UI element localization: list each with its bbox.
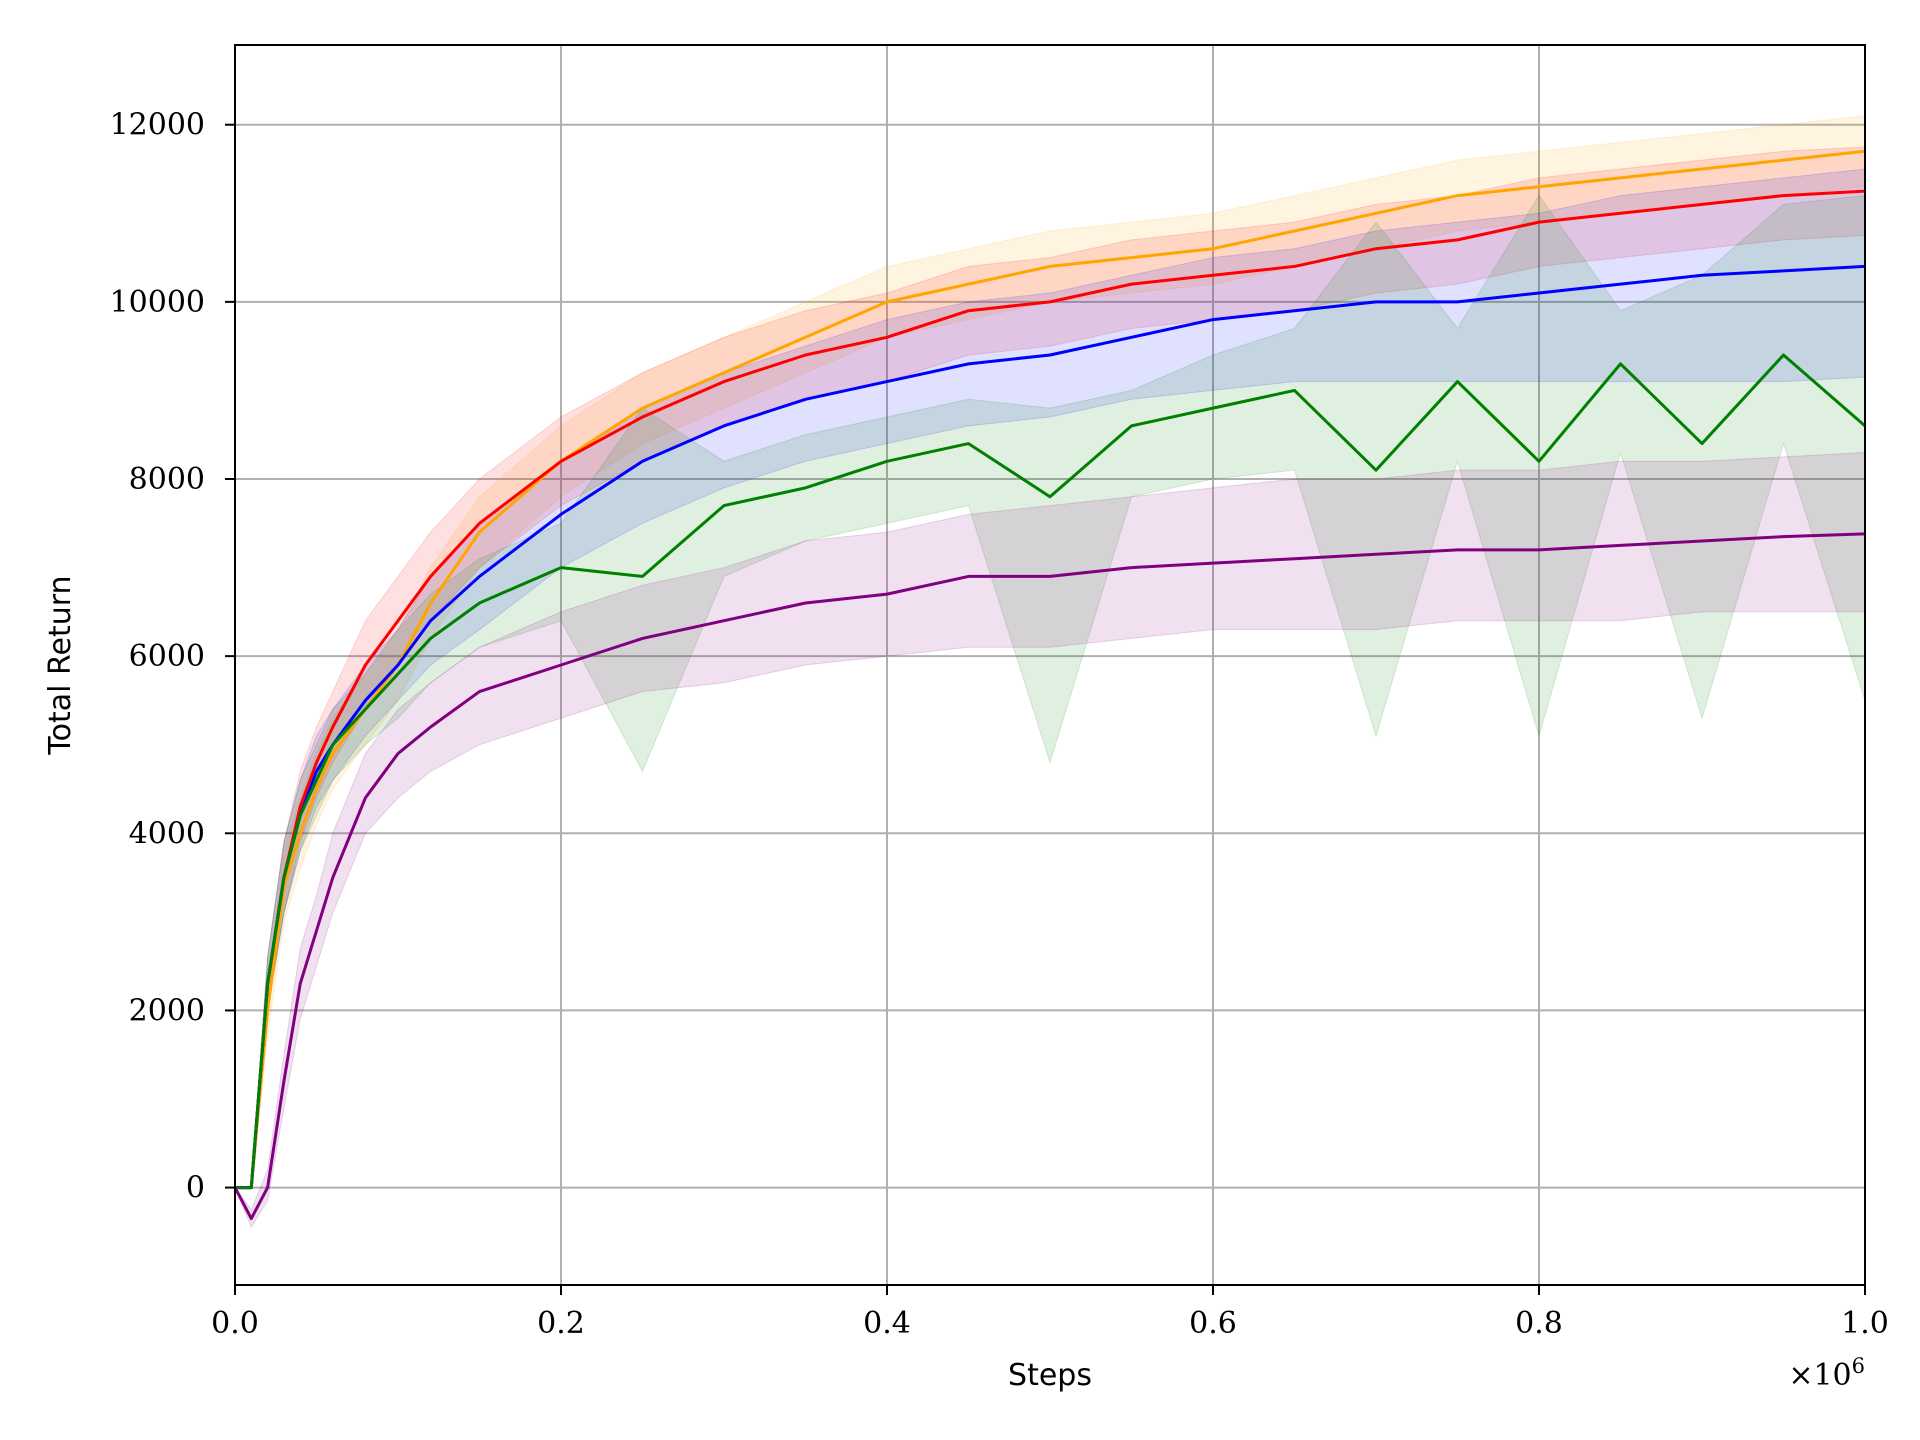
x-axis-multiplier: ×106: [1788, 1354, 1865, 1393]
x-multiplier-exponent: 6: [1852, 1354, 1865, 1378]
series-3-line: [235, 353, 1866, 1190]
y-tick-label: 0: [186, 1171, 205, 1206]
y-tick-label: 10000: [110, 285, 205, 320]
series-1-line: [235, 189, 1866, 1190]
x-multiplier-base: ×10: [1788, 1358, 1851, 1393]
series-2-line: [235, 264, 1866, 1190]
series-0-line: [235, 149, 1866, 1190]
y-tick-label: 6000: [129, 639, 205, 674]
x-tick-label: 0.4: [863, 1306, 911, 1341]
axis-ticks: 0.0 0.2 0.4 0.6 0.8 1.0 0 2000 4000 6000 8000 10000…: [110, 108, 1889, 1341]
x-tick-label: 0.6: [1189, 1306, 1237, 1341]
series-4-line: [233, 532, 1866, 1221]
x-tick-label: 0.8: [1515, 1306, 1563, 1341]
y-tick-label: 8000: [129, 462, 205, 497]
plot-frame: [234, 44, 1866, 1286]
x-tick-label: 0.2: [537, 1306, 585, 1341]
x-axis-label: Steps: [1008, 1358, 1092, 1393]
series-lines: [233, 149, 1866, 1221]
y-tick-label: 4000: [129, 816, 205, 851]
x-tick-label: 1.0: [1841, 1306, 1889, 1341]
x-tick-label: 0.0: [211, 1306, 259, 1341]
y-tick-label: 2000: [129, 993, 205, 1028]
y-axis-label: Total Return: [43, 575, 78, 755]
y-tick-label: 12000: [110, 108, 205, 143]
